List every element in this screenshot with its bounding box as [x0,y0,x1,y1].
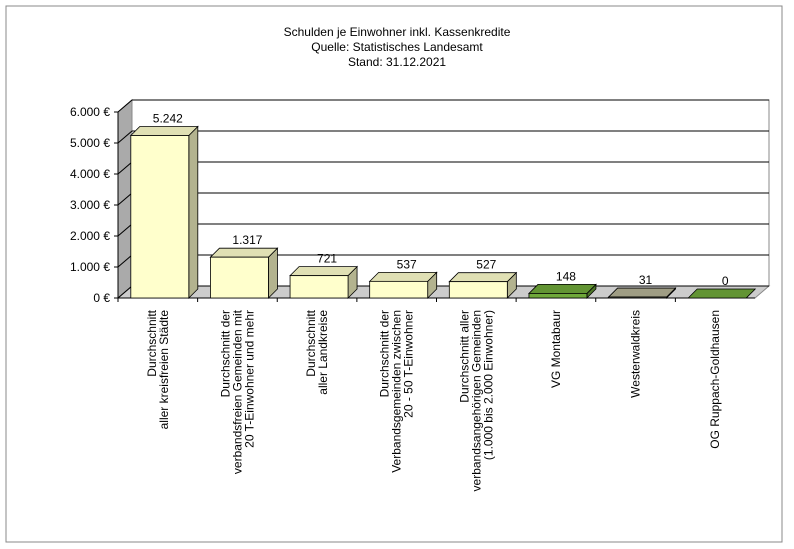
x-tick-label-line: Westerwaldkreis [629,310,643,398]
bar-front [130,135,190,299]
x-tick-label-line: verbandsfreien Gemeinden mit [230,309,244,474]
bar-top [448,272,518,283]
x-tick-label: Durchschnitt allerverbandsangehörigen Ge… [457,310,495,491]
value-label: 0 [722,274,729,288]
x-tick-label-line: Durchschnitt [304,309,318,376]
bar [129,125,199,299]
value-label: 1.317 [232,233,262,247]
bar [527,283,597,299]
y-tick-label: 0 € [93,291,110,305]
y-tick-label: 1.000 € [70,260,110,274]
grid-line [117,99,769,113]
bar-top [129,126,199,136]
chart-title: Stand: 31.12.2021 [348,55,446,69]
value-label: 537 [397,257,417,271]
bar-top [289,266,359,277]
value-label: 31 [639,273,653,287]
bar-front [608,296,667,299]
y-tick-label: 5.000 € [70,136,110,150]
x-tick-label-line: verbandsangehörigen Gemeinden [469,310,483,491]
x-tick-label-line: Durchschnitt der [378,310,392,397]
x-tick-label: Durchschnittaller Landkreise [304,309,330,394]
value-label: 5.242 [153,111,183,125]
bar [368,271,438,299]
x-tick-label-line: OG Ruppach-Goldhausen [708,310,722,449]
value-label: 527 [476,258,496,272]
bar-top [209,247,279,258]
bar [289,265,359,299]
bar-front [210,256,269,299]
y-tick-label: 6.000 € [70,105,110,119]
chart-title: Schulden je Einwohner inkl. Kassenkredit… [284,25,511,39]
x-tick-label-line: aller kreisfreien Städte [157,310,171,430]
x-tick-label-line: (1.000 bis 2.000 Einwohner) [481,310,495,460]
bar-top [607,287,677,298]
x-tick-label-line: aller Landkreise [316,310,330,395]
x-tick-label: OG Ruppach-Goldhausen [708,310,722,449]
x-tick-label: Durchschnittaller kreisfreien Städte [145,309,171,429]
value-label: 721 [317,252,337,266]
bar-front [369,280,429,299]
y-tick-label: 4.000 € [70,167,110,181]
x-tick-label-line: Verbandsgemeinden zwischen [390,310,404,473]
bar-front [528,293,588,299]
x-tick-label: Durchschnitt derVerbandsgemeinden zwisch… [378,310,416,473]
x-tick-label-line: Durchschnitt der [218,310,232,397]
x-tick-label-line: VG Montabaur [549,310,563,388]
bar [687,288,757,299]
bar-front [289,275,349,299]
bar-front [448,281,508,299]
bar [607,287,677,299]
bar [209,247,279,299]
chart-title: Quelle: Statistisches Landesamt [311,40,483,54]
bar-side [188,125,199,299]
y-tick-label: 2.000 € [70,229,110,243]
x-tick-label-line: 20 - 50 T-Einwohner [402,310,416,418]
bar-top [527,284,597,294]
bar-top [687,288,757,299]
x-tick-label-line: Durchschnitt [145,309,159,376]
x-tick-label-line: Durchschnitt aller [457,310,471,403]
x-tick-label: Durchschnitt derverbandsfreien Gemeinden… [218,309,256,474]
x-tick-label: VG Montabaur [549,310,563,388]
x-tick-label-line: 20 T-Einwohner und mehr [242,310,256,448]
bar-top [368,271,438,282]
grid-line [117,130,769,144]
value-label: 148 [556,269,576,283]
bar [448,271,518,299]
x-tick-label: Westerwaldkreis [629,310,643,398]
y-tick-label: 3.000 € [70,198,110,212]
